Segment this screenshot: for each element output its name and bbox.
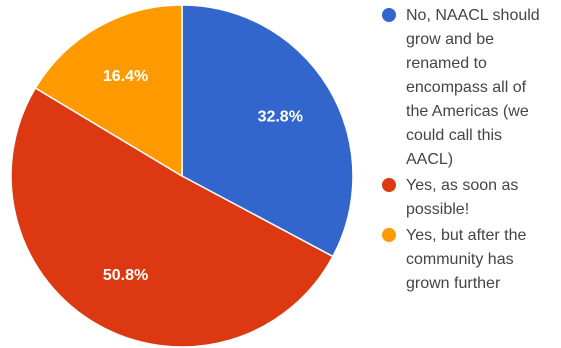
legend-label-1: Yes, as soon as possible! [406,177,519,218]
legend-swatch-1 [382,178,396,192]
pie-slice-1 [10,87,334,348]
legend-item-0: No, NAACL should grow and be renamed to enc… [382,4,558,172]
pie-slice-0 [181,4,354,258]
legend-swatch-2 [382,228,396,242]
legend-swatch-0 [382,8,396,22]
legend-item-2: Yes, but after the community has grown fur… [382,224,558,296]
pie-slice-label-1: 50.8% [103,267,148,284]
pie-slice-2 [34,4,183,178]
chart-legend: No, NAACL should grow and be renamed to enc… [382,4,558,298]
legend-item-1: Yes, as soon as possible! [382,174,558,222]
legend-label-2: Yes, but after the community has grown fur… [406,227,527,292]
legend-label-0: No, NAACL should grow and be renamed to enc… [406,7,540,168]
pie-slice-label-2: 16.4% [103,68,148,85]
pie-slice-label-0: 32.8% [258,109,303,126]
